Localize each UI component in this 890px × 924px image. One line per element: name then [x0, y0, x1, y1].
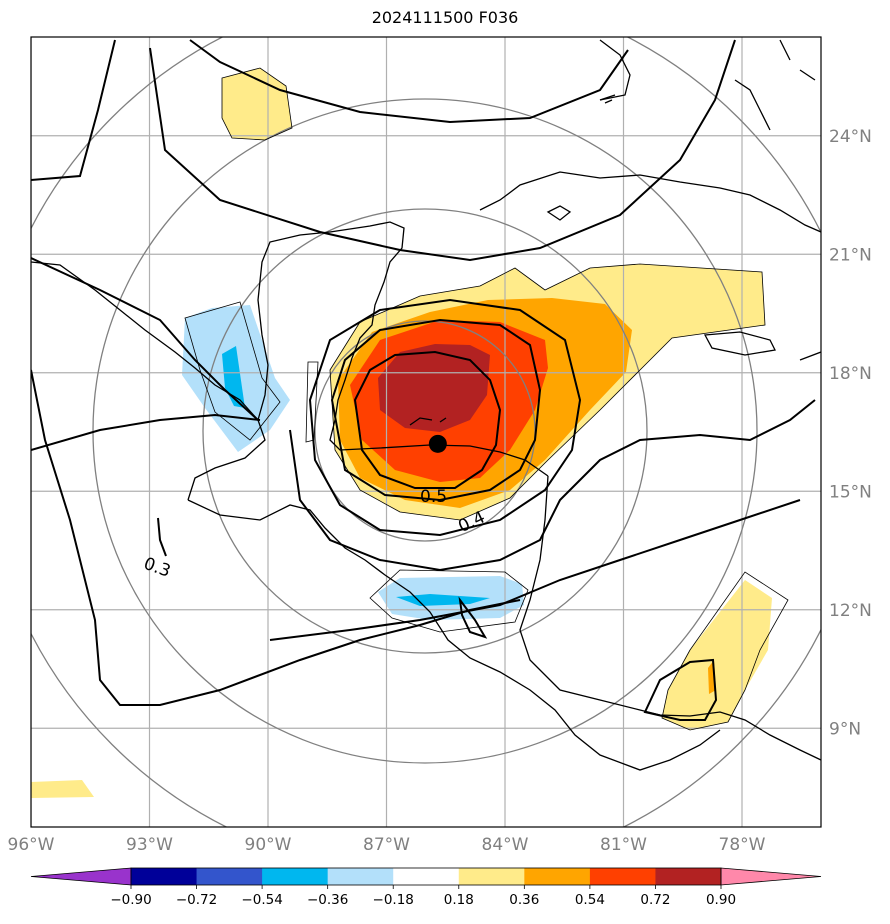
- coastline-bahamas: [734, 39, 816, 131]
- thick-contours: [31, 39, 816, 721]
- contour-label-05: 0.5: [420, 487, 447, 507]
- storm-center-marker: [428, 434, 447, 453]
- contour-north-lobe: [31, 39, 116, 181]
- contour-03-small: [157, 517, 167, 557]
- colorbar-segment: [393, 868, 460, 885]
- longitude-labels: 96°W 93°W 90°W 87°W 84°W 81°W 78°W: [8, 835, 766, 855]
- map-title: 2024111500 F036: [371, 8, 519, 27]
- contour-west-loop: [31, 369, 521, 706]
- contour-south-loop: [458, 596, 488, 639]
- colorbar-segment: [589, 868, 656, 885]
- longitude-label: 96°W: [8, 835, 55, 855]
- colorbar-tick-label: −0.54: [241, 892, 282, 908]
- colorbar-tick-label: 0.54: [575, 892, 605, 908]
- thin-contours: [184, 67, 789, 731]
- thin-contour-south: [369, 569, 529, 633]
- longitude-label: 93°W: [126, 835, 173, 855]
- latitude-label: 21°N: [829, 245, 872, 265]
- colorbar-segment: [131, 868, 198, 885]
- thin-contour-southeast: [661, 571, 789, 731]
- colorbar-segment: [262, 868, 329, 885]
- contour-04: [308, 298, 582, 537]
- colorbar: −0.90 −0.72 −0.54 −0.36 −0.18 0.18 0.36 0.54 0.7…: [30, 867, 822, 908]
- contour-southwest: [31, 413, 261, 451]
- colorbar-segment: [524, 868, 591, 885]
- fill-018-southwest: [31, 780, 94, 798]
- colorbar-tick-label: −0.90: [110, 892, 151, 908]
- latitude-label: 9°N: [829, 719, 861, 739]
- contour-south-fan: [269, 499, 801, 641]
- colorbar-tick-label: −0.72: [176, 892, 217, 908]
- colorbar-extend-high: [720, 867, 822, 886]
- contour-se-box: [643, 658, 718, 721]
- distance-ring: [202, 208, 648, 654]
- fill-018-southeast: [662, 580, 772, 730]
- coastline-central-america-pacific: [187, 499, 721, 771]
- contour-05-inner: [353, 350, 502, 489]
- thin-contour-north: [221, 67, 293, 141]
- latitude-label: 24°N: [829, 127, 872, 147]
- contour-03-ring: [289, 399, 816, 572]
- colorbar-segment: [458, 868, 525, 885]
- colorbar-tick-label: 0.90: [706, 892, 736, 908]
- colorbar-segment: [196, 868, 263, 885]
- colorbar-tick-label: 0.18: [444, 892, 474, 908]
- map-frame: [30, 36, 822, 828]
- fill-072: [378, 344, 490, 432]
- coastline-yucatan: [257, 221, 405, 421]
- latitude-label: 18°N: [829, 364, 872, 384]
- fill-018-north: [222, 68, 292, 140]
- longitude-label: 84°W: [482, 835, 529, 855]
- contour-west-descent: [31, 257, 259, 421]
- colorbar-extend-low: [30, 867, 132, 886]
- thin-contour-west: [184, 301, 281, 441]
- contour-north-outer: [149, 39, 736, 262]
- shaded-fields: [31, 68, 772, 798]
- longitude-label: 87°W: [363, 835, 410, 855]
- latitude-label: 12°N: [829, 601, 872, 621]
- colorbar-segment: [327, 868, 394, 885]
- colorbar-segment: [655, 868, 722, 885]
- latitude-label: 15°N: [829, 482, 872, 502]
- coastline-jamaica: [703, 331, 776, 356]
- coastline-belize-honduras: [329, 357, 549, 477]
- coastline-hispaniola: [799, 351, 821, 361]
- thin-contour-plume: [329, 263, 766, 521]
- distance-rings: [31, 37, 821, 827]
- colorbar-tick-label: 0.72: [640, 892, 670, 908]
- fill-neg036-south: [396, 594, 490, 606]
- coastline-cuba-islands: [546, 94, 616, 221]
- latitude-labels: 9°N 12°N 15°N 18°N 21°N 24°N: [829, 127, 872, 740]
- longitude-label: 81°W: [600, 835, 647, 855]
- coastline-florida: [599, 39, 631, 101]
- contour-label-03: 0.3: [141, 554, 173, 582]
- coastline-cuba: [479, 171, 821, 233]
- colorbar-tick-label: 0.36: [509, 892, 539, 908]
- colorbar-tick-label: −0.18: [373, 892, 414, 908]
- contour-north-arc: [189, 39, 629, 124]
- coastline-honduras-islands: [409, 417, 447, 426]
- longitude-label: 90°W: [245, 835, 292, 855]
- longitude-label: 78°W: [719, 835, 766, 855]
- colorbar-frame: [130, 867, 722, 886]
- coastline-mexico-gulf: [31, 261, 266, 501]
- colorbar-tick-label: −0.36: [307, 892, 348, 908]
- coastline-caribbean-nicaragua: [519, 475, 821, 761]
- contour-05-outer: [330, 318, 542, 502]
